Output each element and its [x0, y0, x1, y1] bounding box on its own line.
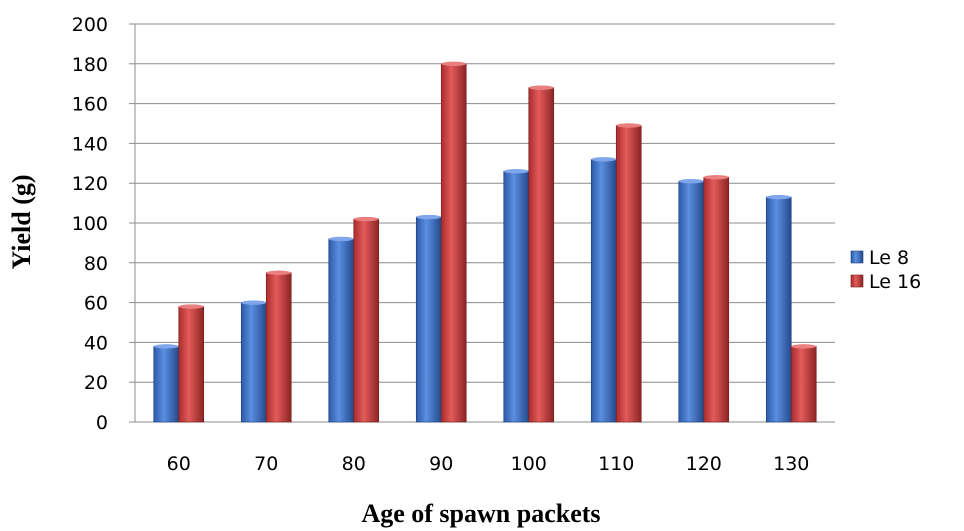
y-tick-label-100: 100 [72, 213, 108, 235]
bar-top-le8-110 [591, 157, 617, 162]
y-tick-label-40: 40 [84, 332, 108, 354]
bar-le8-80 [328, 238, 355, 423]
legend-label-le8: Le 8 [869, 247, 909, 269]
x-tick-label-60: 60 [167, 453, 191, 475]
y-tick-label-0: 0 [96, 412, 108, 434]
bar-le8-70 [240, 302, 267, 423]
gridlines [135, 23, 835, 383]
y-tick-label-160: 160 [72, 94, 108, 116]
x-tick-label-130: 130 [773, 453, 809, 475]
bar-le8-130 [765, 196, 792, 423]
bar-le16-120 [703, 176, 730, 423]
y-tick-label-140: 140 [72, 133, 108, 155]
x-tick-label-70: 70 [254, 453, 278, 475]
x-tick-label-120: 120 [686, 453, 722, 475]
bar-top-le16-70 [266, 270, 292, 275]
y-axis-title: Yield (g) [7, 174, 36, 269]
bar-top-le8-60 [153, 344, 179, 349]
bar-top-le16-120 [703, 175, 729, 180]
y-tick-labels: 0 20 40 60 80 100 120 140 160 180 200 [72, 14, 108, 434]
bar-top-le16-130 [791, 344, 817, 349]
bar-top-le8-80 [328, 236, 354, 242]
legend-swatch-le16 [850, 274, 864, 288]
bar-le8-90 [415, 216, 442, 423]
bar-le16-70 [265, 272, 292, 423]
bars [153, 61, 817, 423]
y-tick-label-180: 180 [72, 54, 108, 76]
bar-le8-120 [678, 180, 705, 423]
bar-top-le8-120 [678, 179, 704, 184]
legend-label-le16: Le 16 [869, 271, 921, 293]
bar-le16-130 [790, 346, 817, 423]
bar-top-le16-60 [178, 304, 204, 309]
bar-top-le8-90 [416, 214, 442, 220]
y-tick-label-200: 200 [72, 14, 108, 36]
bar-top-le16-90 [441, 61, 467, 66]
y-tick-label-120: 120 [72, 173, 108, 195]
x-tick-labels: 60 70 80 90 100 110 120 130 [167, 453, 810, 475]
bar-top-le8-130 [766, 194, 792, 200]
bar-le8-110 [590, 159, 617, 423]
legend: Le 8Le 16 [850, 247, 921, 293]
y-tick-label-60: 60 [84, 293, 108, 315]
y-tick-label-20: 20 [84, 372, 108, 394]
x-tick-label-80: 80 [342, 453, 366, 475]
bar-le16-60 [178, 306, 205, 423]
x-tick-label-110: 110 [598, 453, 634, 475]
bar-le16-100 [528, 87, 555, 423]
bar-top-le16-80 [353, 216, 379, 222]
bar-le8-100 [503, 170, 530, 423]
bar-top-le8-70 [241, 300, 267, 305]
bar-top-le16-110 [616, 123, 642, 128]
bar-top-le8-100 [503, 169, 529, 174]
bar-le16-80 [353, 218, 380, 423]
bar-le8-60 [153, 346, 180, 423]
bar-le16-110 [615, 125, 642, 423]
x-tick-label-90: 90 [429, 453, 453, 475]
x-axis-title: Age of spawn packets [361, 499, 600, 528]
bar-le16-90 [440, 63, 467, 423]
y-tick-label-80: 80 [84, 253, 108, 275]
legend-swatch-le8 [850, 250, 864, 264]
x-tick-label-100: 100 [511, 453, 547, 475]
bar-top-le16-100 [528, 85, 554, 90]
